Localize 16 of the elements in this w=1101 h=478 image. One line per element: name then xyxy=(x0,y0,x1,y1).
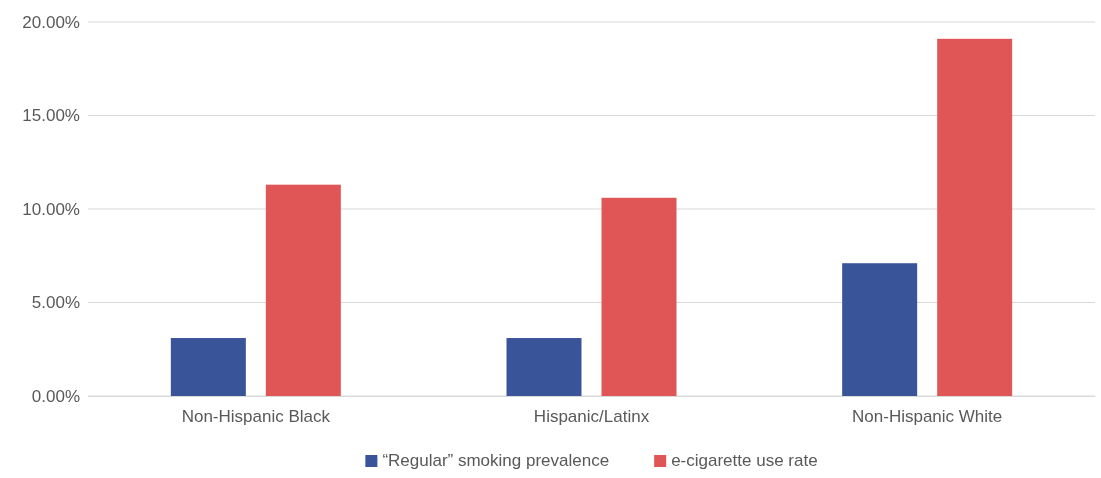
x-tick-label: Non-Hispanic Black xyxy=(181,407,331,427)
y-tick-label: 5.00% xyxy=(31,293,80,313)
bar xyxy=(265,184,341,396)
y-tick-label: 0.00% xyxy=(31,386,80,406)
bar xyxy=(937,38,1013,396)
y-tick-label: 10.00% xyxy=(22,199,80,219)
y-tick-label: 20.00% xyxy=(22,12,80,32)
x-tick-label: Hispanic/Latinx xyxy=(533,407,650,427)
x-tick-label: Non-Hispanic White xyxy=(852,407,1003,427)
bar xyxy=(842,263,918,396)
bar xyxy=(506,338,582,396)
y-tick-label: 15.00% xyxy=(22,106,80,126)
bar xyxy=(601,197,677,396)
legend-label: e-cigarette use rate xyxy=(671,451,818,470)
legend-label: “Regular” smoking prevalence xyxy=(382,451,610,470)
bar xyxy=(170,338,246,396)
